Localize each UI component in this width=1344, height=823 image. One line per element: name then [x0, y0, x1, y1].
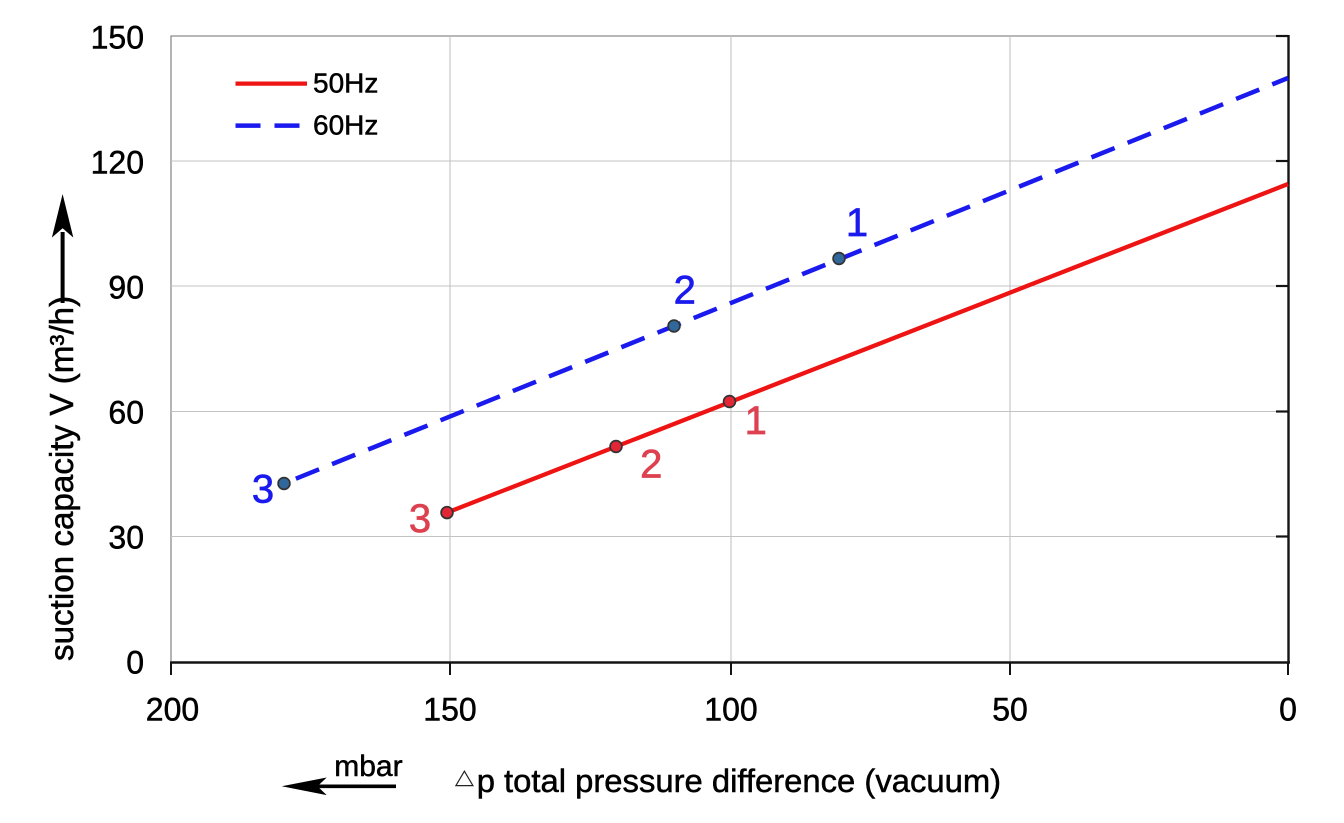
svg-text:3: 3: [409, 497, 431, 541]
svg-text:120: 120: [91, 145, 144, 181]
svg-text:150: 150: [423, 692, 476, 728]
svg-text:60Hz: 60Hz: [313, 109, 378, 140]
svg-text:0: 0: [1279, 692, 1297, 728]
svg-text:50: 50: [992, 692, 1028, 728]
svg-text:1: 1: [745, 399, 767, 443]
svg-text:60: 60: [108, 395, 144, 431]
svg-text:mbar: mbar: [334, 750, 402, 783]
svg-text:p total pressure difference (v: p total pressure difference (vacuum): [477, 762, 1001, 799]
svg-text:200: 200: [146, 692, 199, 728]
svg-text:30: 30: [108, 520, 144, 556]
svg-text:90: 90: [108, 270, 144, 306]
svg-text:2: 2: [674, 269, 696, 313]
svg-text:2: 2: [640, 442, 662, 486]
svg-text:suction capacity V (m³/h): suction capacity V (m³/h): [44, 296, 81, 661]
svg-text:3: 3: [252, 468, 274, 512]
svg-text:0: 0: [126, 645, 144, 681]
svg-text:150: 150: [91, 20, 144, 56]
svg-text:1: 1: [846, 201, 868, 245]
svg-text:50Hz: 50Hz: [313, 67, 378, 98]
svg-text:100: 100: [704, 692, 757, 728]
